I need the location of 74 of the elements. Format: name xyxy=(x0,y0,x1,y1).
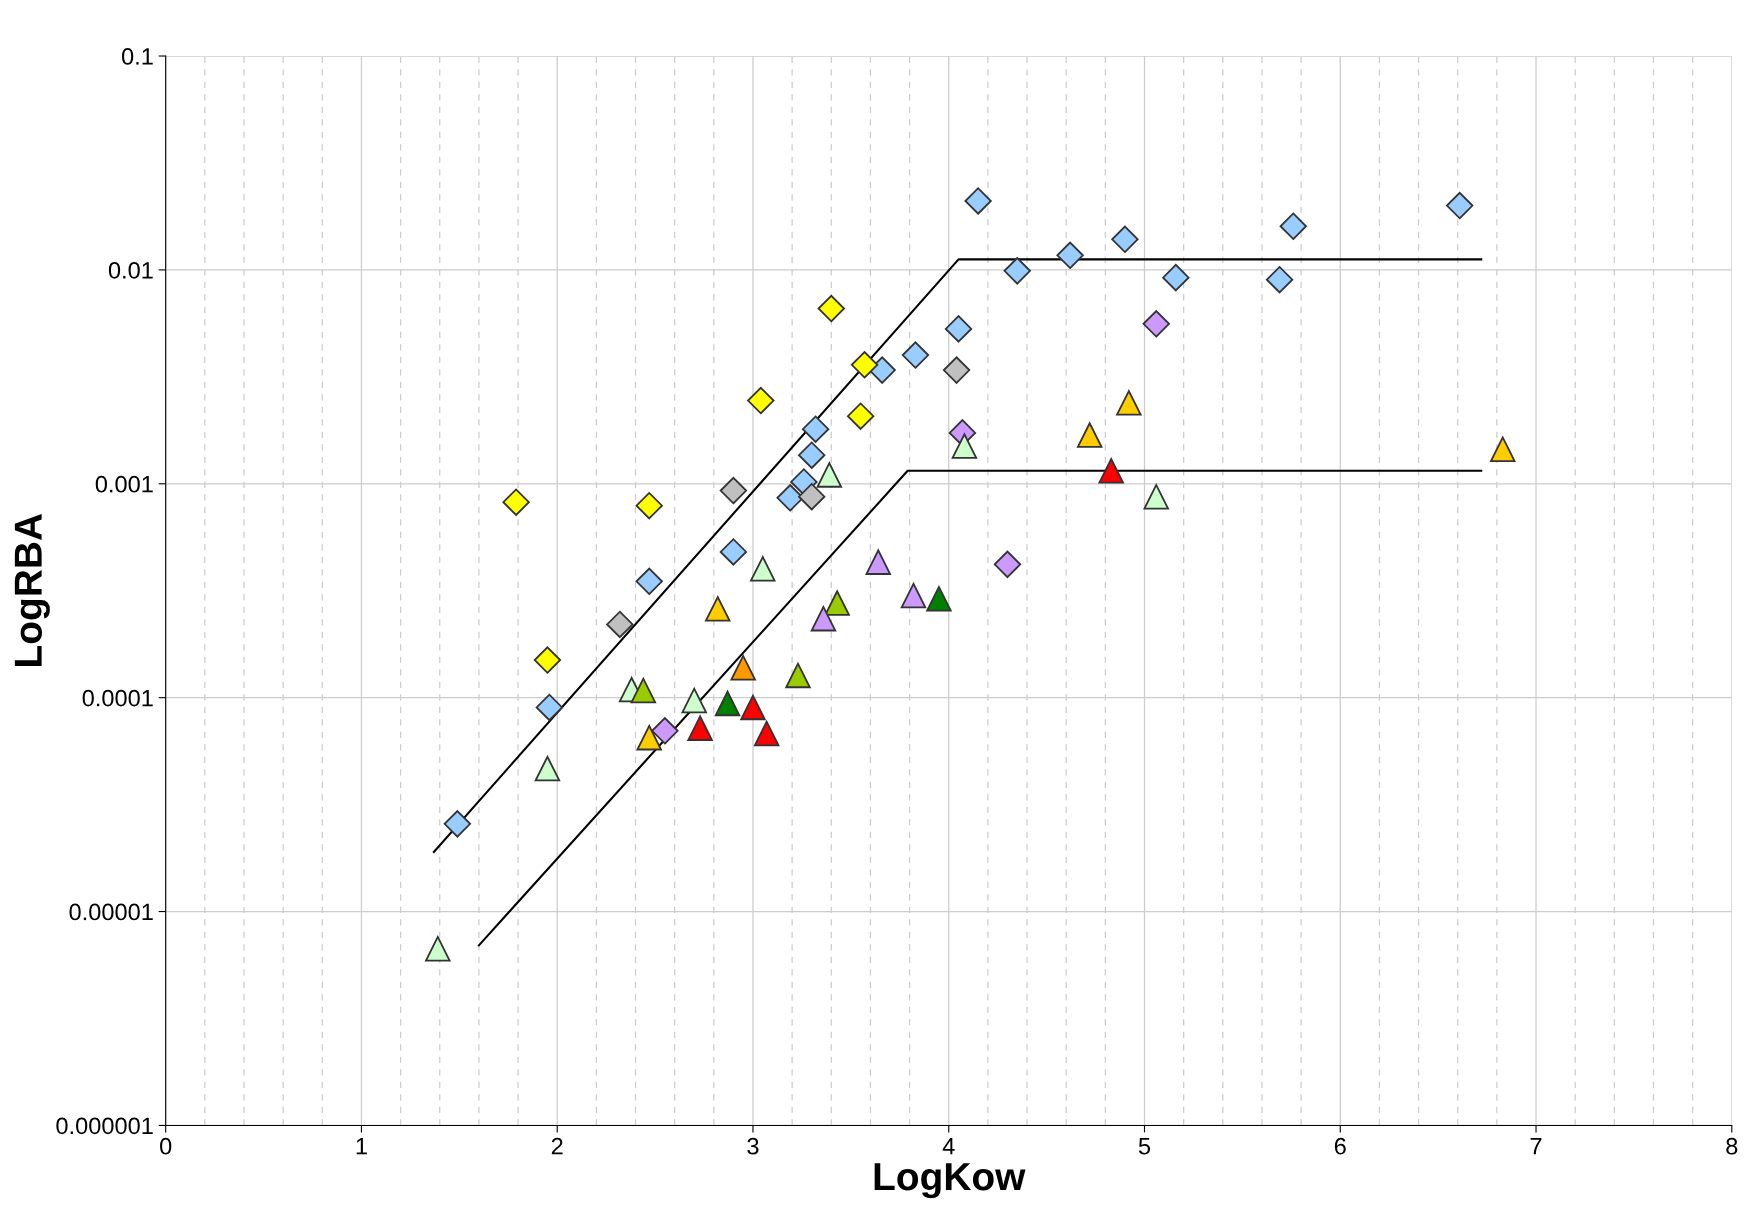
point xyxy=(1111,225,1139,253)
x-tick-label: 8 xyxy=(1726,1137,1738,1155)
y-tick-label: 0.01 xyxy=(108,261,153,279)
point xyxy=(1143,484,1169,510)
x-tick-label: 7 xyxy=(1530,1138,1542,1155)
point xyxy=(824,590,850,616)
point xyxy=(636,724,662,751)
point xyxy=(865,549,891,575)
point xyxy=(1116,390,1142,416)
point xyxy=(964,187,992,215)
point xyxy=(1446,191,1474,220)
point xyxy=(1279,212,1307,240)
point xyxy=(630,677,657,704)
point xyxy=(816,462,843,488)
y-axis-title: LogRBA xyxy=(14,514,50,666)
x-tick-label: 3 xyxy=(747,1137,759,1155)
point xyxy=(850,351,879,379)
point xyxy=(1003,257,1031,285)
point xyxy=(926,586,952,612)
point xyxy=(1142,310,1170,338)
x-tick-label: 0 xyxy=(160,1137,172,1155)
point xyxy=(535,693,564,722)
y-tick-label: 0.001 xyxy=(95,475,153,493)
point xyxy=(502,488,530,516)
point xyxy=(1076,422,1103,448)
point xyxy=(951,433,978,459)
point xyxy=(942,356,971,384)
point xyxy=(810,605,837,632)
point xyxy=(801,415,830,443)
point xyxy=(868,356,896,384)
point xyxy=(753,720,780,747)
point xyxy=(750,556,776,582)
x-tick-label: 1 xyxy=(356,1138,367,1155)
point xyxy=(1265,266,1294,294)
x-tick-label: 4 xyxy=(942,1138,955,1155)
point xyxy=(1098,458,1124,484)
point xyxy=(901,341,930,369)
point xyxy=(687,715,713,741)
point xyxy=(1490,436,1516,462)
y-tick-label: 0.00001 xyxy=(69,903,153,921)
point xyxy=(635,567,663,595)
x-tick-label: 2 xyxy=(551,1137,563,1155)
point xyxy=(534,755,561,782)
y-tick-label: 0.0001 xyxy=(82,689,153,707)
point xyxy=(719,538,748,566)
point xyxy=(425,936,451,962)
point xyxy=(1162,263,1190,292)
point xyxy=(681,687,707,714)
point xyxy=(798,483,826,511)
point xyxy=(635,492,663,520)
point xyxy=(900,582,927,609)
point xyxy=(1056,241,1084,269)
point xyxy=(714,690,741,717)
point xyxy=(443,810,472,838)
point xyxy=(817,294,845,323)
x-tick-label: 5 xyxy=(1138,1138,1151,1155)
point xyxy=(993,550,1022,579)
point xyxy=(606,610,634,639)
point xyxy=(719,476,748,505)
point xyxy=(533,646,562,674)
x-axis-title: LogKow xyxy=(874,1163,1026,1199)
point xyxy=(776,484,804,512)
x-tick-label: 6 xyxy=(1334,1137,1346,1155)
point xyxy=(705,596,731,622)
point xyxy=(747,386,775,415)
y-tick-label: 0.1 xyxy=(121,48,153,65)
point xyxy=(730,655,756,681)
point xyxy=(846,402,875,430)
point xyxy=(785,662,811,689)
point xyxy=(798,441,826,469)
point xyxy=(944,315,973,343)
point xyxy=(740,694,766,721)
y-tick-label: 0.000001 xyxy=(56,1117,153,1135)
point xyxy=(651,717,679,745)
